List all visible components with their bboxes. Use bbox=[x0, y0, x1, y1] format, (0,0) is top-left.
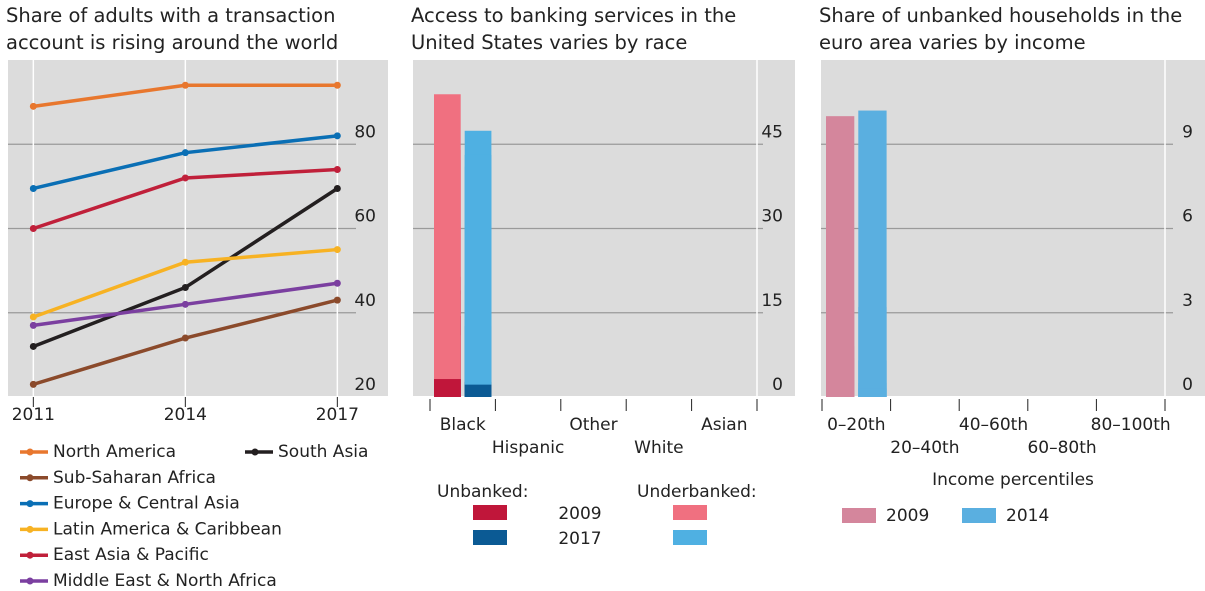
y-tick-label: 45 bbox=[761, 122, 783, 142]
bar-segment bbox=[464, 384, 492, 397]
x-tick-label: 40–60th bbox=[959, 415, 1028, 435]
chart-title: Share of unbanked households in the euro… bbox=[819, 4, 1183, 54]
legend-label: Middle East & North Africa bbox=[53, 571, 277, 591]
bar-segment bbox=[464, 285, 492, 385]
point bbox=[181, 174, 189, 182]
point bbox=[29, 342, 37, 350]
point bbox=[181, 300, 189, 308]
y-tick-label: 0 bbox=[772, 375, 783, 395]
point bbox=[333, 296, 341, 304]
point bbox=[29, 225, 37, 232]
point bbox=[333, 132, 341, 140]
point bbox=[181, 149, 189, 157]
point bbox=[181, 258, 189, 266]
x-tick-label: 0–20th bbox=[827, 415, 885, 435]
point bbox=[333, 184, 341, 192]
legend-header: Unbanked: bbox=[437, 482, 528, 502]
x-tick-label: 60–80th bbox=[1027, 438, 1096, 458]
point bbox=[333, 279, 341, 287]
legend-swatch bbox=[26, 551, 34, 559]
y-tick-label: 20 bbox=[354, 375, 376, 395]
legend-label: Sub-Saharan Africa bbox=[53, 468, 216, 488]
x-axis-label: Income percentiles bbox=[932, 470, 1094, 490]
y-tick-label: 9 bbox=[1182, 122, 1193, 142]
x-tick-label: Black bbox=[440, 415, 486, 435]
legend-swatch bbox=[673, 530, 707, 545]
legend-swatch bbox=[26, 500, 34, 508]
x-tick-label: Other bbox=[569, 415, 617, 435]
legend-label: Latin America & Caribbean bbox=[53, 519, 282, 539]
y-tick-label: 30 bbox=[761, 207, 783, 227]
legend-label: 2009 bbox=[558, 504, 601, 524]
y-tick-label: 0 bbox=[1182, 375, 1193, 395]
point bbox=[333, 81, 341, 89]
point bbox=[29, 380, 37, 388]
y-tick-label: 15 bbox=[761, 291, 783, 311]
legend-swatch bbox=[473, 530, 507, 545]
point bbox=[29, 313, 37, 321]
legend-swatch bbox=[26, 577, 34, 585]
legend-swatch bbox=[842, 508, 876, 523]
x-tick-label: 80–100th bbox=[1091, 415, 1171, 435]
y-tick-label: 60 bbox=[354, 207, 376, 227]
x-tick-label: Hispanic bbox=[492, 438, 564, 458]
x-tick-label: 20–40th bbox=[890, 438, 959, 458]
legend-label: 2009 bbox=[886, 506, 929, 526]
legend-label: 2017 bbox=[558, 529, 601, 549]
chart-title: Access to banking services in the United… bbox=[411, 4, 737, 54]
bar-segment bbox=[434, 335, 461, 380]
legend-label: East Asia & Pacific bbox=[53, 545, 209, 565]
point bbox=[29, 321, 37, 329]
bar bbox=[826, 369, 855, 397]
y-tick-label: 80 bbox=[354, 122, 376, 142]
bar-segment bbox=[434, 379, 461, 397]
y-tick-label: 6 bbox=[1182, 207, 1193, 227]
y-tick-label: 3 bbox=[1182, 291, 1193, 311]
chart-title: Share of adults with a transaction accou… bbox=[6, 4, 339, 54]
point bbox=[333, 246, 341, 254]
bar bbox=[858, 388, 887, 397]
point bbox=[181, 334, 189, 342]
point bbox=[181, 81, 189, 89]
x-tick-label: 2014 bbox=[164, 405, 207, 425]
point bbox=[29, 102, 37, 110]
legend-swatch bbox=[962, 508, 996, 523]
legend-swatch bbox=[26, 525, 34, 533]
point bbox=[333, 166, 341, 174]
legend-header: Underbanked: bbox=[637, 482, 757, 502]
x-tick-label: 2017 bbox=[316, 405, 359, 425]
legend-swatch bbox=[473, 505, 507, 520]
point bbox=[29, 184, 37, 192]
x-tick-label: Asian bbox=[701, 415, 747, 435]
point bbox=[181, 283, 189, 291]
legend-label: 2014 bbox=[1006, 506, 1049, 526]
legend-label: Europe & Central Asia bbox=[53, 494, 240, 514]
legend-label: North America bbox=[53, 442, 176, 462]
legend-label: South Asia bbox=[278, 442, 368, 462]
legend-swatch bbox=[26, 474, 34, 482]
legend-swatch bbox=[251, 448, 259, 456]
bar-segment bbox=[434, 159, 461, 317]
legend-swatch bbox=[673, 505, 707, 520]
y-tick-label: 40 bbox=[354, 291, 376, 311]
legend-swatch bbox=[26, 448, 34, 456]
x-tick-label: White bbox=[634, 438, 683, 458]
x-tick-label: 2011 bbox=[12, 405, 55, 425]
